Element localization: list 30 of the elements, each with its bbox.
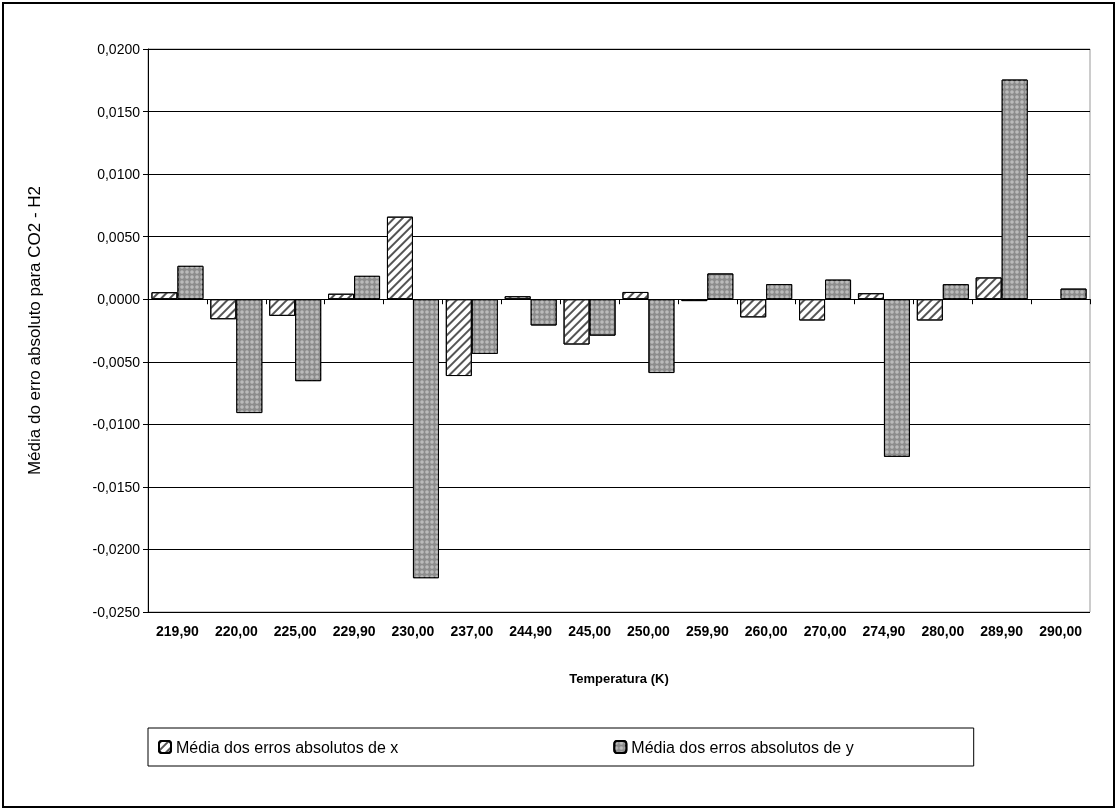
x-tick-label: 229,90 <box>332 623 376 639</box>
y-tick-label: -0,0050 <box>92 353 141 370</box>
x-axis-title: Temperatura (K) <box>569 671 669 686</box>
x-tick-label: 260,00 <box>744 623 788 639</box>
x-tick-label: 290,00 <box>1039 623 1083 639</box>
y-tick-label: 0,0050 <box>97 228 141 245</box>
x-tick-label: 270,00 <box>803 623 847 639</box>
legend-label: Média dos erros absolutos de y <box>631 738 854 756</box>
legend-label: Média dos erros absolutos de x <box>176 738 399 756</box>
y-tick-label: 0,0200 <box>97 41 141 57</box>
y-tick-label: -0,0250 <box>92 604 141 620</box>
x-tick-label: 237,00 <box>450 623 494 639</box>
x-tick-label: 220,00 <box>214 623 258 639</box>
y-axis-title: Média do erro absoluto para CO2 - H2 <box>25 185 44 476</box>
x-tick-label: 274,90 <box>862 623 906 639</box>
x-tick-label: 219,90 <box>156 623 200 639</box>
y-tick-label: 0,0100 <box>97 166 141 183</box>
y-tick-label: 0,0150 <box>97 103 141 120</box>
x-tick-label: 250,00 <box>627 623 671 639</box>
y-tick-label: -0,0100 <box>92 416 141 433</box>
x-tick-label: 280,00 <box>921 623 965 639</box>
y-tick-label: -0,0200 <box>92 541 141 558</box>
x-tick-label: 225,00 <box>273 623 317 639</box>
x-tick-label: 230,00 <box>391 623 435 639</box>
y-tick-label: -0,0150 <box>92 478 141 495</box>
x-tick-label: 289,90 <box>980 623 1024 639</box>
y-tick-label: 0,0000 <box>97 291 141 308</box>
x-tick-label: 244,90 <box>509 623 553 639</box>
x-tick-label: 245,00 <box>568 623 612 639</box>
x-tick-label: 259,90 <box>685 623 729 639</box>
